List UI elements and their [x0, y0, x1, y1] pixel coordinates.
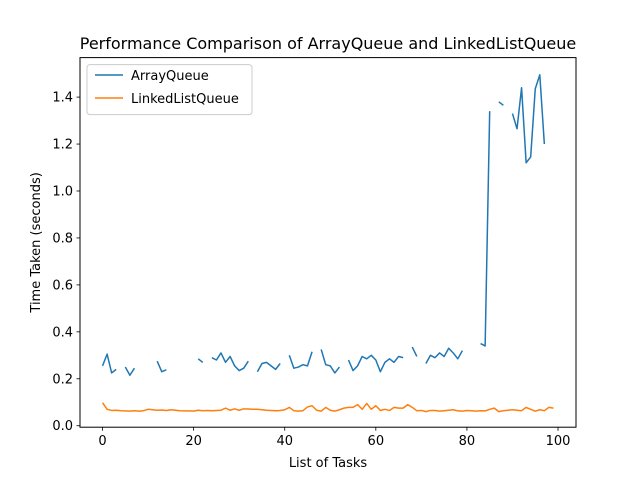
y-axis-label: Time Taken (seconds) — [29, 172, 44, 313]
y-tick-label: 0.2 — [52, 372, 73, 387]
series-line-linkedlistqueue — [101, 402, 554, 413]
series-linkedlistqueue — [101, 402, 554, 413]
y-tick-label: 0.6 — [52, 278, 73, 293]
legend-label-arrayqueue: ArrayQueue — [131, 69, 209, 84]
legend-label-linkedlistqueue: LinkedListQueue — [131, 92, 239, 107]
series-arrayqueue — [101, 74, 546, 377]
y-tick-label: 1.2 — [52, 138, 73, 153]
x-tick-label: 40 — [276, 434, 293, 449]
y-tick-label: 0.4 — [52, 325, 73, 340]
y-axis: 0.0 0.2 0.4 0.6 0.8 1.0 1.2 1.4 — [52, 91, 80, 434]
chart-title: Performance Comparison of ArrayQueue and… — [80, 34, 577, 53]
x-axis-label: List of Tasks — [289, 456, 368, 471]
x-tick-label: 20 — [185, 434, 202, 449]
y-tick-label: 1.4 — [52, 91, 73, 106]
legend: ArrayQueue LinkedListQueue — [86, 64, 253, 116]
series-line-arrayqueue — [101, 74, 546, 377]
plot-area — [101, 74, 554, 413]
x-axis: 0 20 40 60 80 100 — [98, 427, 570, 449]
y-tick-label: 0.0 — [52, 419, 73, 434]
x-tick-label: 80 — [459, 434, 476, 449]
x-tick-label: 0 — [98, 434, 106, 449]
legend-box — [86, 64, 253, 116]
x-tick-label: 60 — [368, 434, 385, 449]
y-tick-label: 1.0 — [52, 184, 73, 199]
axes-frame — [79, 57, 577, 428]
y-tick-label: 0.8 — [52, 231, 73, 246]
x-tick-label: 100 — [546, 434, 571, 449]
